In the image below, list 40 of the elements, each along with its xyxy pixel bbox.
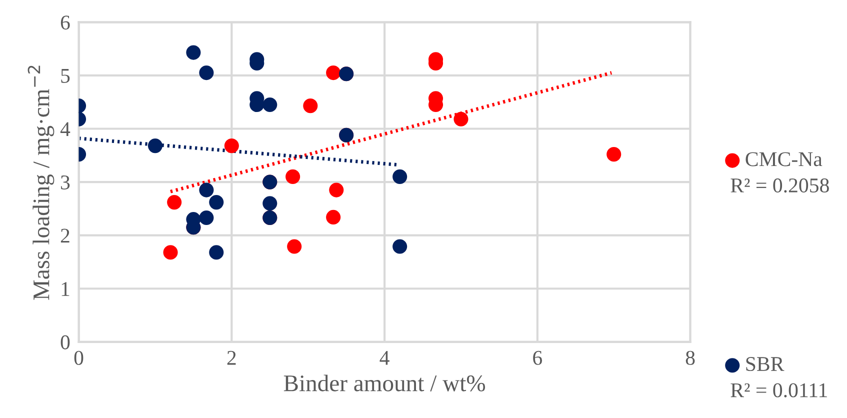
x-tick-label: 4 [380, 351, 390, 365]
y-tick-label: 4 [60, 122, 70, 136]
point [262, 196, 278, 211]
point [148, 138, 162, 154]
point [163, 245, 178, 260]
text: R² = 0.2058 [730, 178, 829, 193]
point [199, 66, 214, 80]
text: R² = 0.0111 [730, 383, 827, 398]
y-tick-label: 0 [60, 335, 70, 350]
x-tick-label: 6 [533, 350, 542, 365]
point [326, 66, 341, 80]
x-tick-label: 8 [686, 350, 695, 365]
y-tick-label: 5 [61, 69, 70, 83]
y-tick-label: 2 [60, 228, 70, 243]
x-axis-title: Binder amount / wt% [284, 374, 486, 392]
legend-label: CMC-Na [746, 152, 822, 166]
point [262, 97, 278, 112]
legend-label: SBR [746, 357, 784, 372]
x-tick-label: 2 [227, 350, 236, 365]
point [209, 245, 224, 260]
y-tick-label: 6 [60, 16, 70, 30]
y-axis-title: Mass loading / mg·cm$^{−2}$ [28, 66, 54, 300]
point [303, 98, 318, 114]
point [329, 182, 344, 198]
point [224, 138, 239, 154]
point [286, 169, 300, 184]
point [326, 210, 341, 224]
point [606, 147, 622, 162]
point [454, 112, 468, 126]
x-tick-label: 0 [74, 350, 84, 365]
point [167, 195, 182, 210]
point [287, 239, 302, 254]
point [392, 169, 408, 184]
y-tick-label: 3 [61, 175, 70, 190]
y-tick-label: 1 [62, 282, 70, 296]
point [209, 195, 224, 210]
point [199, 210, 214, 226]
point [199, 182, 214, 198]
point [392, 239, 408, 254]
point [186, 45, 201, 60]
